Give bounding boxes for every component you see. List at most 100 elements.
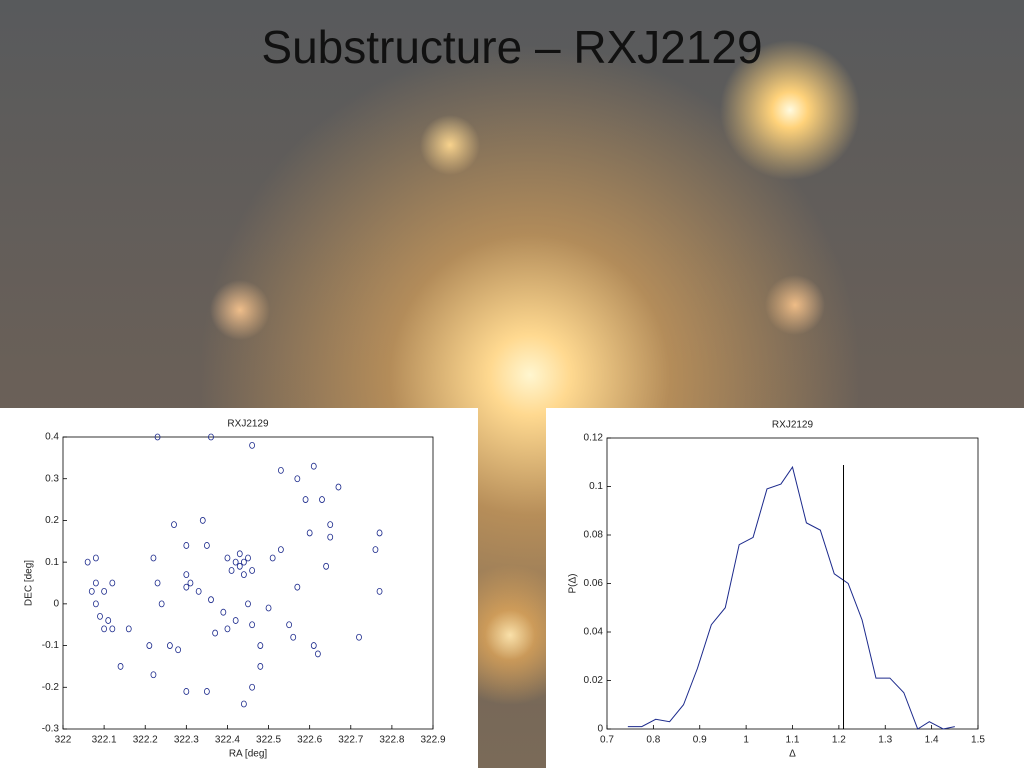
y-tick-label: 0.4: [45, 432, 59, 443]
point: [183, 571, 190, 579]
point: [212, 629, 219, 637]
y-tick-label: 0.3: [45, 473, 59, 484]
point: [101, 587, 108, 595]
point: [203, 542, 210, 549]
point: [117, 663, 124, 670]
y-tick-label: -0.1: [42, 640, 60, 651]
y-tick-label: -0.2: [42, 682, 60, 693]
line: [627, 465, 955, 730]
point: [232, 558, 239, 566]
point: [232, 617, 239, 624]
point: [154, 579, 161, 587]
point: [265, 604, 272, 612]
x-tick-label: 322.3: [174, 735, 199, 746]
y-tick-label: 0.02: [584, 675, 604, 686]
point: [245, 554, 251, 562]
point: [105, 617, 112, 624]
x-tick-label: 1: [743, 735, 749, 746]
point: [92, 554, 99, 562]
point: [314, 650, 321, 658]
point: [154, 433, 161, 441]
point: [208, 433, 214, 441]
point: [183, 583, 190, 591]
point: [175, 646, 182, 654]
point: [146, 642, 153, 649]
point: [302, 496, 309, 503]
point: [327, 533, 334, 541]
y-tick-label: 0.1: [45, 557, 59, 568]
point: [356, 633, 362, 641]
point: [249, 441, 256, 449]
chart-title: RXJ2129: [227, 419, 269, 430]
x-tick-label: 322.5: [256, 735, 281, 746]
point: [286, 621, 293, 629]
point: [224, 554, 231, 562]
y-tick-label: 0.04: [584, 627, 604, 638]
y-tick-label: 0.08: [584, 530, 604, 541]
y-tick-label: 0.1: [589, 481, 603, 492]
y-tick-label: 0.12: [584, 433, 604, 444]
y-tick-label: 0.06: [584, 578, 604, 589]
point: [109, 579, 116, 587]
x-tick-label: 322.2: [133, 735, 158, 746]
point: [199, 517, 206, 524]
x-axis-label: Δ: [789, 749, 796, 760]
point: [376, 587, 383, 595]
point: [249, 621, 256, 629]
point: [323, 562, 330, 570]
x-tick-label: 322.8: [379, 735, 404, 746]
point: [294, 475, 301, 483]
point: [319, 496, 325, 503]
x-axis-label: RA [deg]: [229, 749, 268, 760]
point: [327, 521, 334, 528]
chart-title: RXJ2129: [772, 420, 814, 431]
point: [183, 688, 190, 695]
point: [187, 579, 194, 587]
point: [220, 608, 227, 616]
point: [150, 554, 157, 562]
x-tick-label: 322: [55, 735, 72, 746]
x-tick-label: 322.9: [420, 735, 445, 746]
point: [109, 625, 116, 633]
point: [310, 642, 317, 649]
point: [236, 562, 243, 570]
point: [150, 671, 157, 679]
point: [249, 567, 256, 574]
point: [310, 462, 317, 470]
y-axis-label: DEC [deg]: [24, 560, 35, 606]
point: [208, 596, 214, 604]
y-tick-label: -0.3: [42, 724, 60, 735]
slide-title: Substructure – RXJ2129: [261, 21, 763, 73]
point: [88, 587, 95, 595]
x-tick-label: 1.4: [925, 735, 939, 746]
point: [240, 558, 247, 566]
point: [171, 521, 177, 528]
x-tick-label: 322.7: [338, 735, 363, 746]
point: [97, 612, 103, 620]
point: [158, 600, 165, 608]
point: [92, 600, 99, 608]
x-tick-label: 1.2: [832, 735, 846, 746]
x-tick-label: 1.1: [786, 735, 800, 746]
point: [277, 466, 284, 474]
point: [203, 688, 210, 695]
point: [125, 625, 132, 633]
point: [257, 663, 264, 670]
x-tick-label: 322.6: [297, 735, 322, 746]
point: [224, 625, 231, 633]
point: [183, 542, 190, 549]
point: [92, 579, 99, 587]
point: [101, 625, 108, 633]
chart-panel: [0, 408, 478, 768]
x-tick-label: 0.9: [693, 735, 707, 746]
point: [166, 642, 173, 649]
x-tick-label: 0.7: [600, 735, 614, 746]
y-tick-label: 0: [53, 598, 59, 609]
x-tick-label: 322.4: [215, 735, 240, 746]
axes-box: [62, 436, 434, 730]
point: [195, 587, 202, 595]
point: [240, 571, 247, 579]
x-tick-label: 1.3: [878, 735, 892, 746]
